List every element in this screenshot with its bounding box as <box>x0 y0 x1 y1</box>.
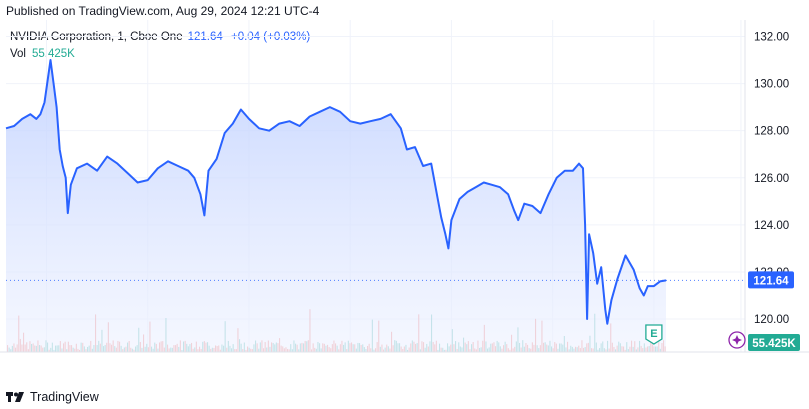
volume-value: 55.425K <box>32 48 75 60</box>
price-change: +0.04 (+0.03%) <box>230 31 311 43</box>
earnings-marker-icon[interactable] <box>645 324 663 345</box>
price-chart[interactable]: 132.00130.00128.00126.00124.00122.00120.… <box>0 20 809 360</box>
earnings-marker-label: E <box>650 328 657 340</box>
footer-brand: TradingView <box>30 390 99 404</box>
volume-legend: Vol 55.425K <box>10 48 75 60</box>
last-price: 121.64 <box>187 31 223 43</box>
price-area <box>6 60 666 352</box>
symbol-name: NVIDIA Corporation, 1, Cboe One <box>10 31 183 43</box>
y-tick-label: 128.00 <box>754 126 789 138</box>
volume-tag-label: 55.425K <box>752 338 796 350</box>
last-price-tag <box>748 271 794 289</box>
volume-label: Vol <box>10 48 26 60</box>
sparkle-icon <box>732 335 742 345</box>
y-tick-label: 126.00 <box>754 173 789 185</box>
published-header: Published on TradingView.com, Aug 29, 20… <box>6 4 320 18</box>
y-tick-label: 124.00 <box>754 220 789 232</box>
volume-tag <box>748 334 800 351</box>
y-tick-label: 130.00 <box>754 79 789 91</box>
y-tick-label: 120.00 <box>754 314 789 326</box>
symbol-legend: NVIDIA Corporation, 1, Cboe One 121.64 +0… <box>10 31 310 43</box>
price-line[interactable] <box>5 59 667 325</box>
y-tick-label: 132.00 <box>754 31 789 43</box>
last-price-tag-label: 121.64 <box>753 275 789 287</box>
footer: TradingView <box>6 390 99 404</box>
tradingview-logo-icon <box>6 392 24 402</box>
